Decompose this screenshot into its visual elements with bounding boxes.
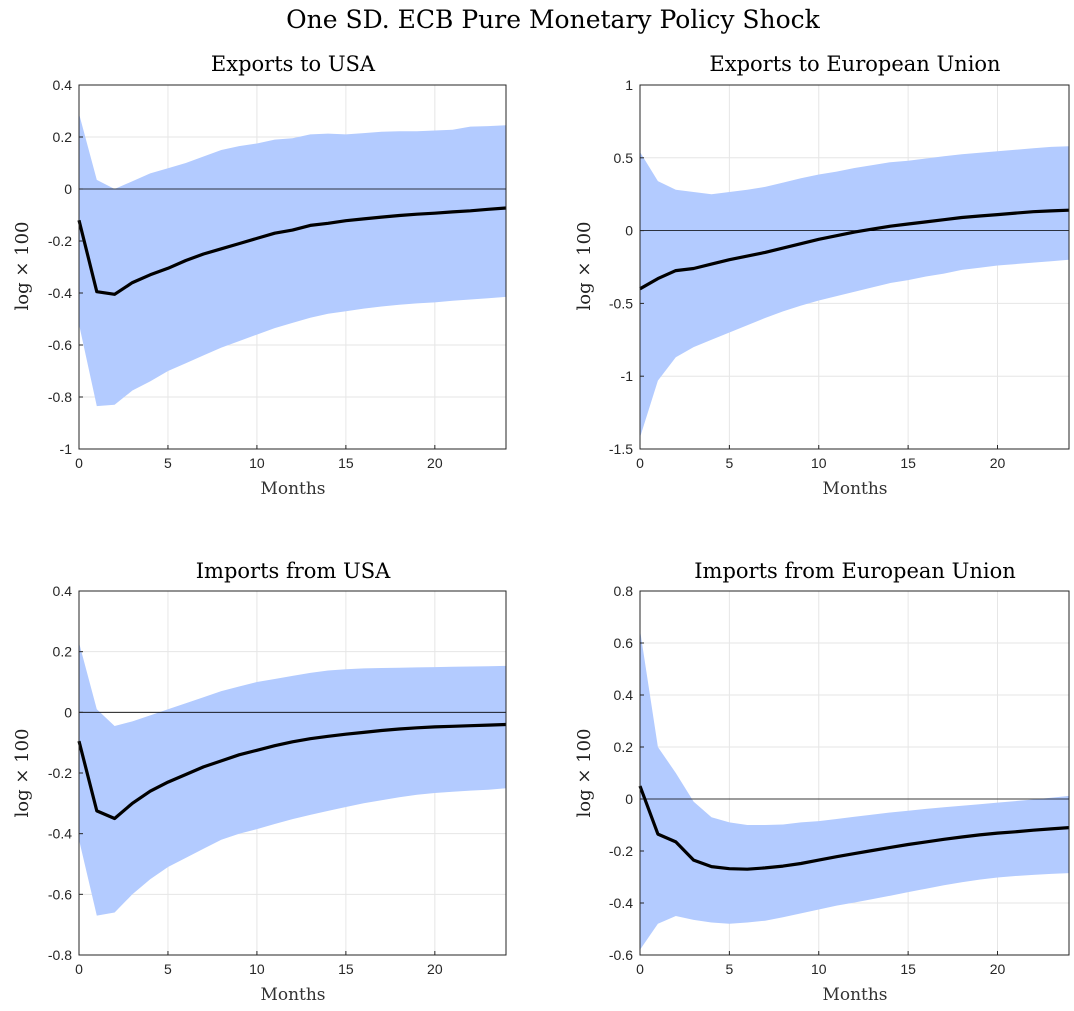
y-tick-label: -0.2: [48, 233, 72, 249]
axes-frame: [639, 590, 1070, 956]
median-response-line: [77, 722, 507, 821]
panel-exports-to-european-union: Exports to European Union Months log × 1…: [574, 52, 1070, 499]
y-tick-label: 0.4: [614, 687, 634, 703]
median-response-line: [77, 206, 507, 296]
x-tick-label: 10: [811, 455, 827, 471]
x-tick-label: 20: [990, 961, 1006, 977]
x-tick-label: 15: [338, 961, 354, 977]
y-axis-label: log × 100: [12, 729, 33, 818]
panel-title: Imports from USA: [196, 559, 391, 583]
y-axis-label: log × 100: [574, 729, 595, 818]
y-tick-label: 0: [625, 791, 633, 807]
x-tick-label: 0: [75, 455, 83, 471]
x-axis-label: Months: [260, 985, 325, 1005]
y-tick-label: -0.6: [609, 947, 633, 963]
panel-title: Imports from European Union: [694, 559, 1016, 583]
x-tick-label: 15: [900, 455, 916, 471]
y-axis-label: log × 100: [12, 222, 33, 311]
y-tick-label: -0.5: [609, 295, 633, 311]
x-tick-label: 0: [75, 961, 83, 977]
y-tick-label: 0: [64, 704, 72, 720]
axes-frame: [78, 84, 507, 450]
y-tick-label: 0.8: [614, 583, 634, 599]
y-tick-label: -0.8: [48, 389, 72, 405]
y-tick-label: -0.6: [48, 337, 72, 353]
x-tick-label: 5: [164, 961, 172, 977]
y-tick-label: 0.6: [614, 635, 634, 651]
y-tick-label: 0.5: [614, 150, 634, 166]
y-tick-label: -0.4: [48, 285, 72, 301]
x-tick-label: 20: [427, 961, 443, 977]
x-tick-label: 5: [725, 961, 733, 977]
x-tick-label: 5: [164, 455, 172, 471]
x-tick-label: 0: [636, 961, 644, 977]
confidence-band: [79, 642, 506, 916]
axes-frame: [639, 84, 1070, 450]
y-tick-label: -0.4: [48, 826, 72, 842]
panel-title: Exports to European Union: [709, 52, 1000, 76]
x-axis-label: Months: [822, 985, 887, 1005]
figure-title: One SD. ECB Pure Monetary Policy Shock: [286, 5, 821, 34]
median-response-line: [639, 208, 1070, 291]
panel-imports-from-usa: Imports from USA Months log × 100 0 5 10 15…: [12, 559, 507, 1005]
y-tick-label: -0.4: [609, 895, 633, 911]
y-tick-label: -1.5: [609, 441, 633, 457]
x-tick-label: 10: [249, 455, 265, 471]
median-response-line: [638, 785, 1070, 871]
x-tick-label: 10: [249, 961, 265, 977]
panel-imports-from-european-union: Imports from European Union Months log ×…: [574, 559, 1070, 1005]
y-tick-label: -1: [60, 441, 73, 457]
x-axis-label: Months: [260, 479, 325, 499]
panel-title: Exports to USA: [211, 52, 376, 76]
y-tick-label: -0.6: [48, 886, 72, 902]
y-tick-label: 0.2: [53, 644, 73, 660]
x-tick-label: 0: [636, 455, 644, 471]
y-tick-label: -1: [621, 368, 634, 384]
y-tick-label: 1: [625, 77, 633, 93]
x-tick-label: 20: [990, 455, 1006, 471]
y-tick-label: -0.8: [48, 947, 72, 963]
x-axis-label: Months: [822, 479, 887, 499]
y-tick-label: 0: [64, 181, 72, 197]
panel-exports-to-usa: Exports to USA Months log × 100 0 5 10 15 20…: [12, 52, 507, 499]
confidence-band: [640, 146, 1069, 438]
y-tick-label: 0.2: [53, 129, 73, 145]
y-axis-label: log × 100: [574, 222, 595, 311]
y-tick-label: 0.2: [614, 739, 634, 755]
y-tick-label: -0.2: [48, 765, 72, 781]
confidence-band: [79, 113, 506, 407]
x-tick-label: 20: [427, 455, 443, 471]
x-tick-label: 15: [900, 961, 916, 977]
y-tick-label: -0.2: [609, 843, 633, 859]
x-tick-label: 10: [811, 961, 827, 977]
y-tick-label: 0.4: [53, 77, 73, 93]
x-tick-label: 5: [725, 455, 733, 471]
y-tick-label: 0: [625, 223, 633, 239]
confidence-band: [640, 630, 1069, 950]
y-tick-label: 0.4: [53, 583, 73, 599]
x-tick-label: 15: [338, 455, 354, 471]
